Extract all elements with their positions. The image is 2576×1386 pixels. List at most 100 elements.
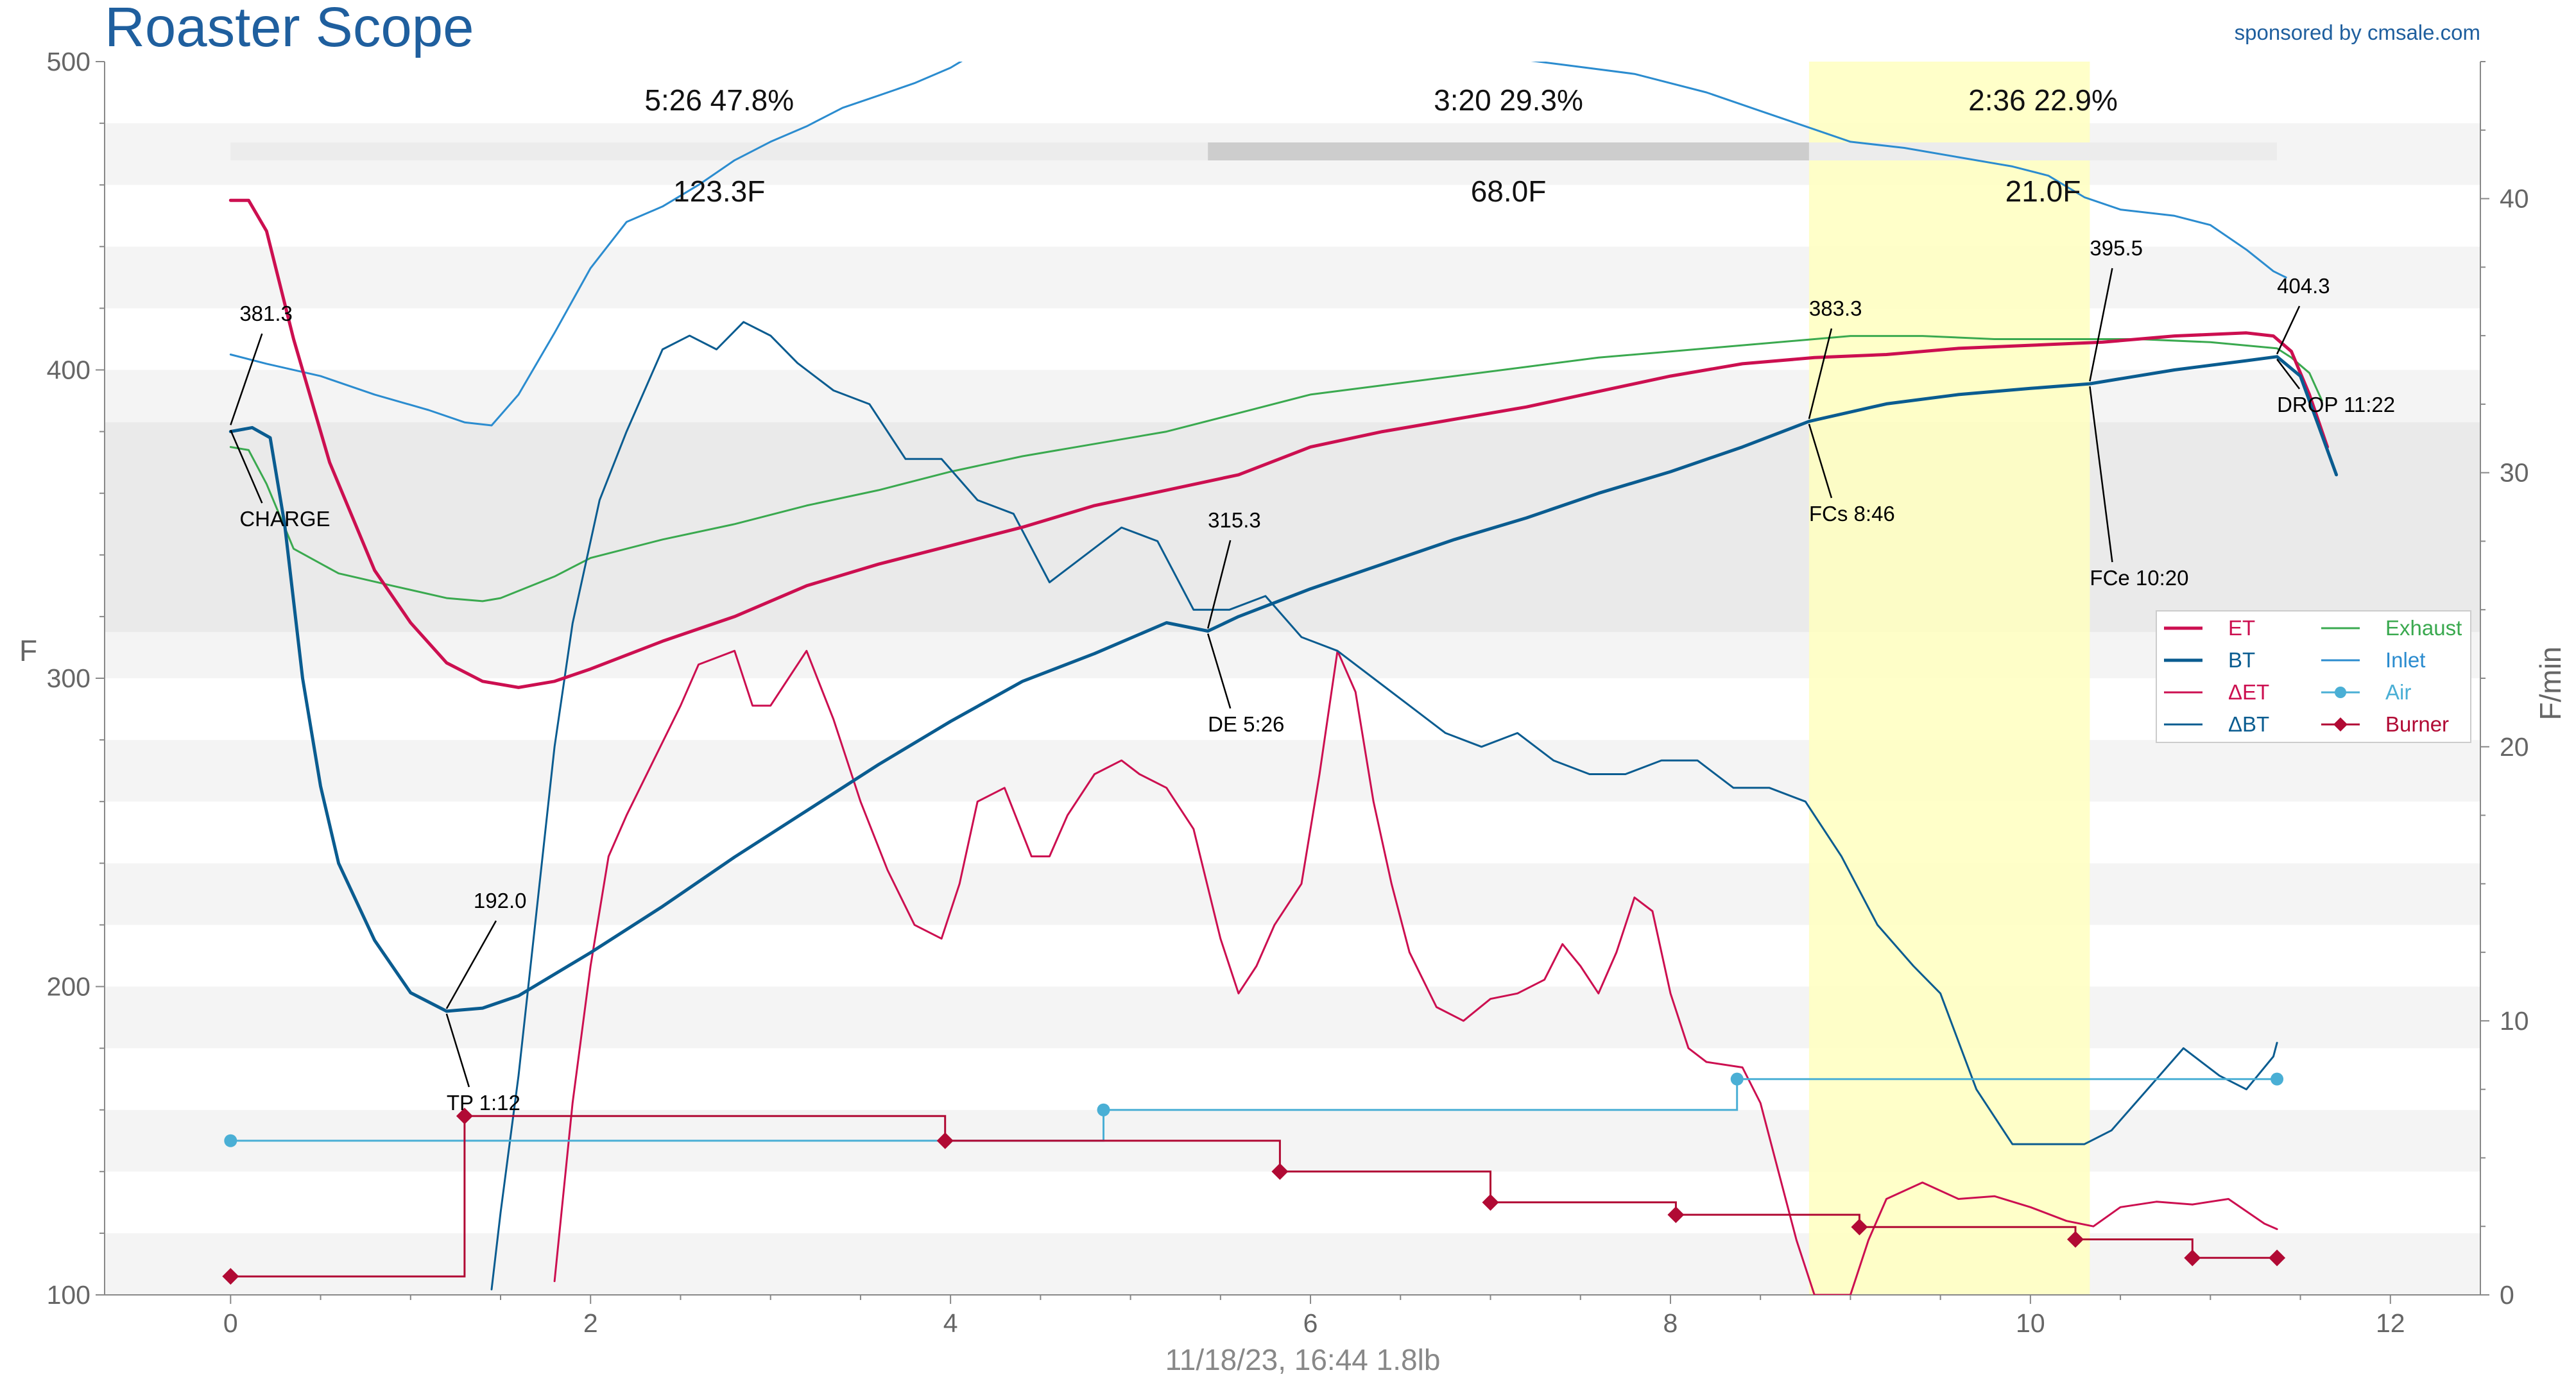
annotation-value: 383.3 bbox=[1809, 296, 1862, 320]
annotation-label: DROP 11:22 bbox=[2277, 393, 2395, 416]
series-burner bbox=[230, 1115, 2278, 1278]
series-delta-bt bbox=[490, 321, 2278, 1290]
annotation-connector bbox=[230, 429, 263, 504]
chart-title: Roaster Scope bbox=[105, 0, 474, 58]
phase-bars bbox=[230, 142, 2278, 160]
annotation-connector bbox=[2276, 359, 2301, 389]
annotation-value: 395.5 bbox=[2090, 236, 2143, 260]
series-lines bbox=[228, 62, 2339, 1295]
step-markers bbox=[222, 1072, 2286, 1285]
y2-axis-label: F/min bbox=[2534, 647, 2567, 721]
background-band bbox=[105, 740, 2480, 802]
phase-temp-delta: 21.0F bbox=[2005, 175, 2081, 208]
burner-marker bbox=[1482, 1194, 1499, 1211]
x-tick-label: 12 bbox=[2376, 1308, 2405, 1338]
phase-temp-delta: 123.3F bbox=[673, 175, 765, 208]
phase-bar bbox=[1208, 142, 1809, 160]
annotation-value: 404.3 bbox=[2277, 274, 2330, 298]
background-band bbox=[105, 1171, 2480, 1233]
annotation-connector bbox=[2089, 268, 2113, 382]
roast-info-footer: 11/18/23, 16:44 1.8lb bbox=[1165, 1343, 1441, 1376]
annotation-connector bbox=[230, 333, 263, 425]
y2-tick-label: 0 bbox=[2500, 1280, 2514, 1310]
legend-box bbox=[2156, 610, 2471, 743]
legend-marker bbox=[2333, 717, 2348, 732]
air-marker bbox=[1730, 1072, 1744, 1086]
y2-tick-label: 30 bbox=[2500, 458, 2529, 488]
burner-marker bbox=[2066, 1231, 2084, 1248]
burner-marker bbox=[2184, 1249, 2201, 1267]
phase-labels: 5:26 47.8% 123.3F 3:20 29.3% 68.0F 2:36 22.9… bbox=[644, 83, 2117, 208]
y-axis-label: F bbox=[19, 634, 37, 667]
background-band bbox=[105, 801, 2480, 864]
x-tick-label: 0 bbox=[223, 1308, 238, 1338]
annotation-label: DE 5:26 bbox=[1208, 712, 1284, 736]
annotation-label: FCe 10:20 bbox=[2090, 566, 2188, 590]
burner-marker bbox=[1271, 1163, 1289, 1180]
phase-time-percent: 2:36 22.9% bbox=[1968, 83, 2118, 117]
series-exhaust bbox=[229, 335, 2323, 603]
y-tick-label: 500 bbox=[47, 47, 90, 76]
background-band bbox=[105, 678, 2480, 740]
y-tick-label: 300 bbox=[47, 663, 90, 693]
y-tick-label: 200 bbox=[47, 972, 90, 1002]
y-tick-label: 100 bbox=[47, 1280, 90, 1310]
air-marker bbox=[2271, 1072, 2284, 1086]
legend-label: ΔET bbox=[2228, 680, 2269, 704]
annotation-connector bbox=[445, 920, 497, 1009]
phase-temp-delta: 68.0F bbox=[1471, 175, 1547, 208]
x-tick-label: 4 bbox=[943, 1308, 958, 1338]
annotation-connector bbox=[1206, 540, 1232, 629]
phase-bar bbox=[230, 142, 1208, 160]
legend-label: ET bbox=[2228, 616, 2255, 640]
air-marker bbox=[1097, 1103, 1110, 1116]
annotation-value: 192.0 bbox=[474, 889, 527, 912]
background-band bbox=[105, 863, 2480, 925]
phase-time-percent: 5:26 47.8% bbox=[644, 83, 794, 117]
annotation-connector bbox=[1206, 633, 1232, 709]
burner-marker bbox=[456, 1108, 473, 1125]
burner-marker bbox=[936, 1132, 954, 1149]
annotation-label: TP 1:12 bbox=[447, 1091, 520, 1115]
background-band bbox=[105, 925, 2480, 987]
legend-label: Exhaust bbox=[2385, 616, 2462, 640]
series-delta-et bbox=[553, 649, 2278, 1295]
burner-marker bbox=[2269, 1249, 2286, 1267]
background-band bbox=[105, 986, 2480, 1048]
y2-tick-label: 10 bbox=[2500, 1006, 2529, 1036]
sponsor-link[interactable]: sponsored by cmsale.com bbox=[2235, 21, 2480, 44]
annotation-label: CHARGE bbox=[239, 507, 330, 531]
annotation-value: 315.3 bbox=[1208, 508, 1261, 532]
series-et bbox=[228, 198, 2330, 689]
legend-label: Air bbox=[2385, 680, 2411, 704]
annotation-connector bbox=[1808, 424, 1833, 499]
annotation-value: 381.3 bbox=[239, 302, 293, 325]
annotation-label: FCs 8:46 bbox=[1809, 502, 1895, 526]
background-band bbox=[105, 62, 2480, 124]
burner-marker bbox=[1851, 1219, 1868, 1236]
event-annotations: 381.3 CHARGE 192.0 TP 1:12 315.3 DE 5:26 383.3… bbox=[230, 236, 2395, 1115]
first-crack-band bbox=[1808, 62, 2090, 1295]
burner-marker bbox=[222, 1268, 239, 1285]
series-bt bbox=[228, 355, 2339, 1013]
legend: ET Exhaust BT Inlet ΔET Air ΔBT Burner bbox=[2156, 610, 2471, 743]
legend-marker bbox=[2335, 687, 2346, 698]
x-tick-label: 8 bbox=[1663, 1308, 1678, 1338]
air-marker bbox=[224, 1134, 237, 1147]
legend-label: ΔBT bbox=[2228, 712, 2269, 736]
legend-label: Inlet bbox=[2385, 648, 2425, 672]
burner-marker bbox=[1667, 1206, 1685, 1224]
x-tick-label: 2 bbox=[583, 1308, 598, 1338]
x-tick-label: 6 bbox=[1303, 1308, 1318, 1338]
y2-tick-label: 20 bbox=[2500, 732, 2529, 762]
y-tick-label: 400 bbox=[47, 355, 90, 385]
phase-time-percent: 3:20 29.3% bbox=[1434, 83, 1583, 117]
annotation-connector bbox=[2276, 305, 2301, 355]
annotation-connector bbox=[445, 1013, 470, 1088]
annotation-connector bbox=[1808, 328, 1833, 420]
first-crack-region bbox=[1808, 62, 2090, 1295]
legend-label: Burner bbox=[2385, 712, 2449, 736]
background-band bbox=[105, 1233, 2480, 1295]
